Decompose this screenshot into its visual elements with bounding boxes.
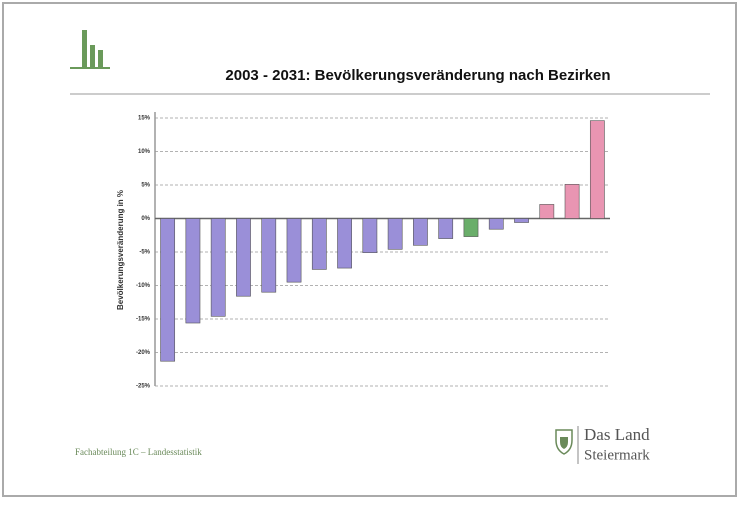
footer: Fachabteilung 1C – Landesstatistik (75, 447, 202, 457)
crest (555, 429, 573, 455)
y-axis-label: Bevölkerungsveränderung in % (116, 190, 125, 310)
logo-text: Steiermark (584, 447, 650, 463)
bar (210, 218, 226, 317)
bar (387, 218, 403, 250)
bar (160, 218, 176, 362)
y-tick-label: -10% (136, 283, 151, 289)
logo-text: Das Land (584, 425, 650, 444)
bar (438, 218, 454, 239)
bar (564, 184, 580, 219)
bar (539, 204, 555, 219)
bar (185, 218, 201, 324)
y-tick-label: 15% (138, 116, 151, 122)
bar (488, 218, 504, 230)
bar (236, 218, 251, 297)
bar (286, 218, 302, 283)
y-tick-label: 0% (141, 216, 150, 222)
y-tick-label: 5% (141, 183, 150, 189)
bar (589, 120, 605, 219)
bar (311, 218, 327, 270)
bar (463, 218, 479, 237)
bar (261, 218, 277, 293)
y-tick-label: -25% (136, 384, 151, 390)
logo-icon (70, 30, 110, 69)
y-tick-label: 10% (138, 149, 151, 155)
chart-title: 2003 - 2031: Bevölkerungsveränderung nac… (225, 67, 610, 84)
bar (413, 218, 428, 246)
y-tick-label: -5% (139, 250, 150, 256)
bar (337, 218, 352, 269)
y-tick-label: -20% (136, 350, 151, 356)
bar (514, 218, 529, 223)
y-tick-label: -15% (136, 317, 151, 323)
bar (362, 218, 378, 253)
